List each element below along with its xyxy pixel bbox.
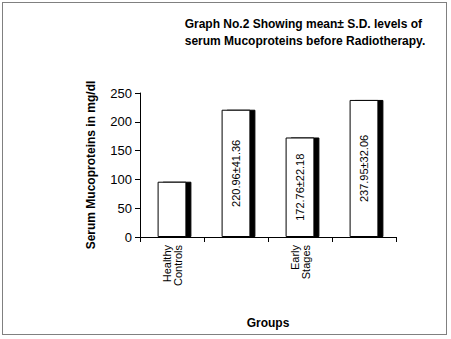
- svg-text:100: 100: [110, 172, 132, 187]
- svg-text:Early: Early: [288, 245, 301, 271]
- svg-text:Serum Mucoproteins in mg/dl: Serum Mucoproteins in mg/dl: [84, 81, 98, 250]
- svg-text:Groups: Groups: [247, 316, 290, 330]
- svg-text:Graph No.2 Showing mean± S.D.: Graph No.2 Showing mean± S.D. levels of: [185, 17, 426, 31]
- svg-text:0: 0: [125, 230, 132, 245]
- svg-text:237.95±32.06: 237.95±32.06: [358, 135, 370, 202]
- svg-text:50: 50: [118, 201, 132, 216]
- svg-text:Controls: Controls: [172, 245, 184, 286]
- svg-text:220.96±41.36: 220.96±41.36: [230, 140, 242, 207]
- svg-text:172.76±22.18: 172.76±22.18: [294, 154, 306, 221]
- svg-text:serum Mucoproteins before Radi: serum Mucoproteins before Radiotherapy.: [185, 34, 426, 48]
- svg-text:150: 150: [110, 143, 132, 158]
- svg-text:250: 250: [110, 86, 132, 101]
- svg-text:Healthy: Healthy: [160, 245, 173, 283]
- svg-text:200: 200: [110, 114, 132, 129]
- svg-text:Stages: Stages: [300, 245, 312, 280]
